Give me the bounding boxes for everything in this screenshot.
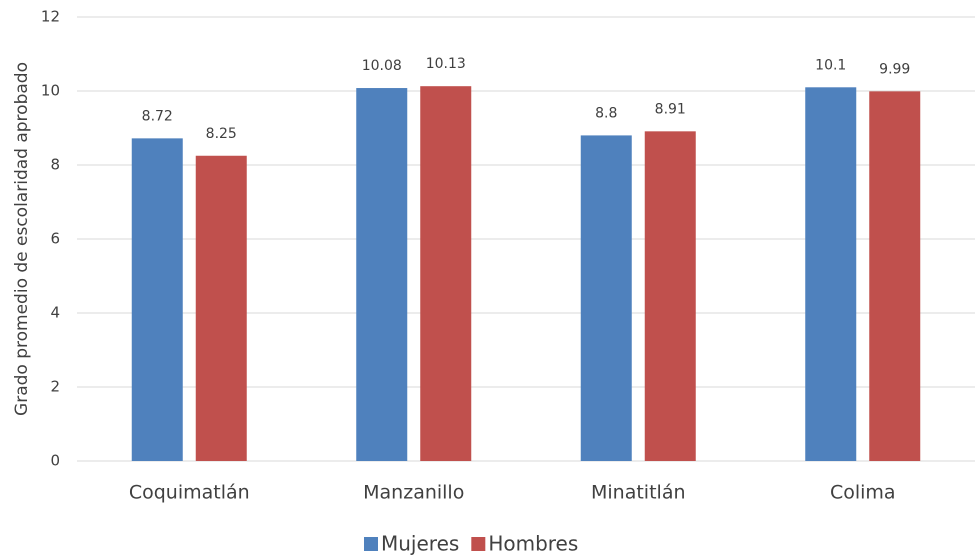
y-tick-label: 6	[50, 230, 60, 248]
bar	[356, 88, 408, 461]
bar	[869, 91, 921, 462]
y-tick-label: 2	[50, 378, 60, 396]
y-tick-label: 0	[50, 452, 60, 470]
bar	[131, 138, 183, 462]
x-tick-label: Manzanillo	[363, 482, 464, 504]
y-axis-label: Grado promedio de escolaridad aprobado	[12, 62, 32, 416]
x-tick-label: Coquimatlán	[129, 482, 250, 504]
legend-swatch	[364, 537, 378, 551]
bar	[195, 155, 247, 461]
data-label: 10.08	[362, 58, 402, 74]
legend-label: Hombres	[488, 532, 578, 556]
legend-label: Mujeres	[381, 532, 459, 556]
legend-swatch	[471, 537, 486, 551]
x-tick-label: Minatitlán	[591, 482, 686, 504]
data-label: 8.25	[206, 126, 237, 142]
data-label: 8.8	[595, 105, 617, 121]
y-tick-label: 8	[50, 156, 60, 174]
bar	[420, 86, 472, 461]
data-label: 8.72	[142, 108, 173, 124]
bar	[805, 87, 857, 462]
data-label: 10.1	[815, 57, 846, 73]
bar	[580, 135, 632, 461]
data-label: 10.13	[426, 56, 466, 72]
y-tick-label: 10	[41, 82, 60, 100]
bar	[644, 131, 696, 461]
x-tick-label: Colima	[830, 482, 896, 504]
y-tick-label: 4	[50, 304, 60, 322]
y-tick-label: 12	[41, 8, 60, 26]
data-label: 9.99	[879, 61, 910, 77]
data-label: 8.91	[655, 101, 686, 117]
